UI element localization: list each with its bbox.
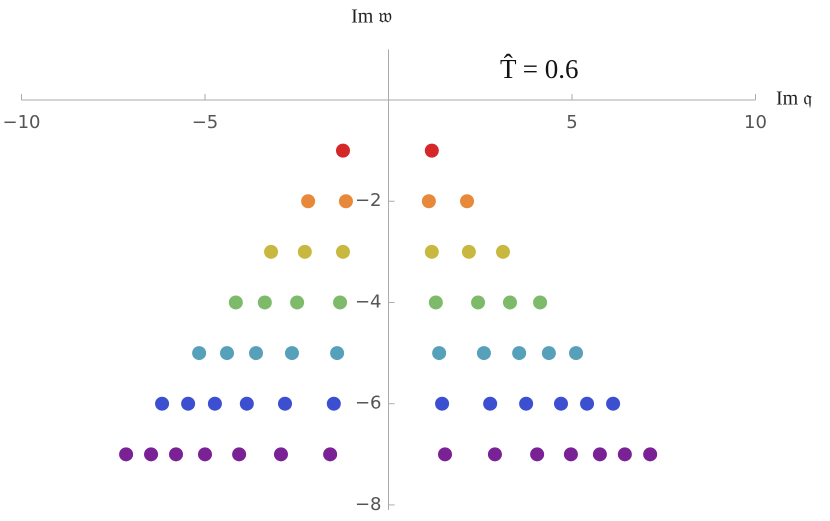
point xyxy=(155,396,170,411)
point xyxy=(257,295,272,310)
point xyxy=(220,346,235,361)
point xyxy=(119,447,134,462)
point xyxy=(228,295,243,310)
point xyxy=(541,346,556,361)
x-tick-label: −10 xyxy=(3,112,41,133)
point xyxy=(533,295,548,310)
y-tick-label: −8 xyxy=(355,494,382,515)
point xyxy=(301,194,316,209)
point xyxy=(502,295,517,310)
y-tick-label: −4 xyxy=(355,291,382,312)
point xyxy=(617,447,632,462)
y-tick-label: −2 xyxy=(355,190,382,211)
point xyxy=(592,447,607,462)
point xyxy=(530,447,545,462)
point xyxy=(232,447,247,462)
y-tick-label: −6 xyxy=(355,393,382,414)
point xyxy=(512,346,527,361)
point xyxy=(297,244,312,259)
point xyxy=(519,396,534,411)
point xyxy=(249,346,264,361)
point xyxy=(471,295,486,310)
point xyxy=(169,447,184,462)
point xyxy=(496,244,511,259)
x-tick-label: 10 xyxy=(744,112,767,133)
point xyxy=(569,346,584,361)
point xyxy=(181,396,196,411)
point xyxy=(264,244,279,259)
point xyxy=(476,346,491,361)
point xyxy=(643,447,658,462)
point xyxy=(421,194,436,209)
point xyxy=(424,244,439,259)
point xyxy=(553,396,568,411)
point xyxy=(290,295,305,310)
point xyxy=(333,295,348,310)
point xyxy=(330,346,345,361)
point xyxy=(284,346,299,361)
point xyxy=(198,447,212,462)
point xyxy=(563,447,578,462)
x-tick-label: −5 xyxy=(192,112,219,133)
point xyxy=(323,447,338,462)
y-axis-label: Im 𝔴 xyxy=(351,6,392,28)
point xyxy=(606,396,621,411)
point xyxy=(335,244,350,259)
point xyxy=(432,346,447,361)
point xyxy=(207,396,222,411)
point xyxy=(338,194,353,209)
x-tick-label: 5 xyxy=(566,112,577,133)
point xyxy=(461,244,476,259)
point xyxy=(580,396,595,411)
point xyxy=(239,396,254,411)
annotation: T̂ = 0.6 xyxy=(500,54,578,84)
point xyxy=(273,447,288,462)
point xyxy=(438,447,453,462)
x-axis-label: Im 𝔮 xyxy=(776,88,812,110)
point xyxy=(424,143,439,158)
point xyxy=(487,447,502,462)
point xyxy=(144,447,159,462)
point xyxy=(192,346,207,361)
point xyxy=(483,396,498,411)
point xyxy=(460,194,475,209)
point xyxy=(326,396,341,411)
point xyxy=(435,396,450,411)
point xyxy=(335,143,350,158)
point xyxy=(278,396,293,411)
point xyxy=(428,295,443,310)
